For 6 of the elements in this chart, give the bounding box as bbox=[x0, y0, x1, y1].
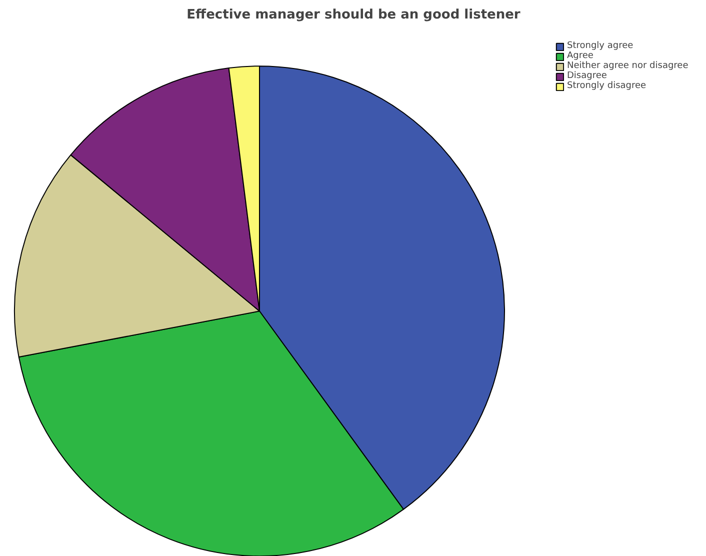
legend-label: Disagree bbox=[567, 71, 607, 81]
legend-label: Neither agree nor disagree bbox=[567, 61, 688, 71]
legend-label: Strongly agree bbox=[567, 41, 634, 51]
chart-title: Effective manager should be an good listener bbox=[186, 8, 521, 22]
legend-label: Agree bbox=[567, 51, 594, 61]
legend-label: Strongly disagree bbox=[567, 81, 646, 91]
